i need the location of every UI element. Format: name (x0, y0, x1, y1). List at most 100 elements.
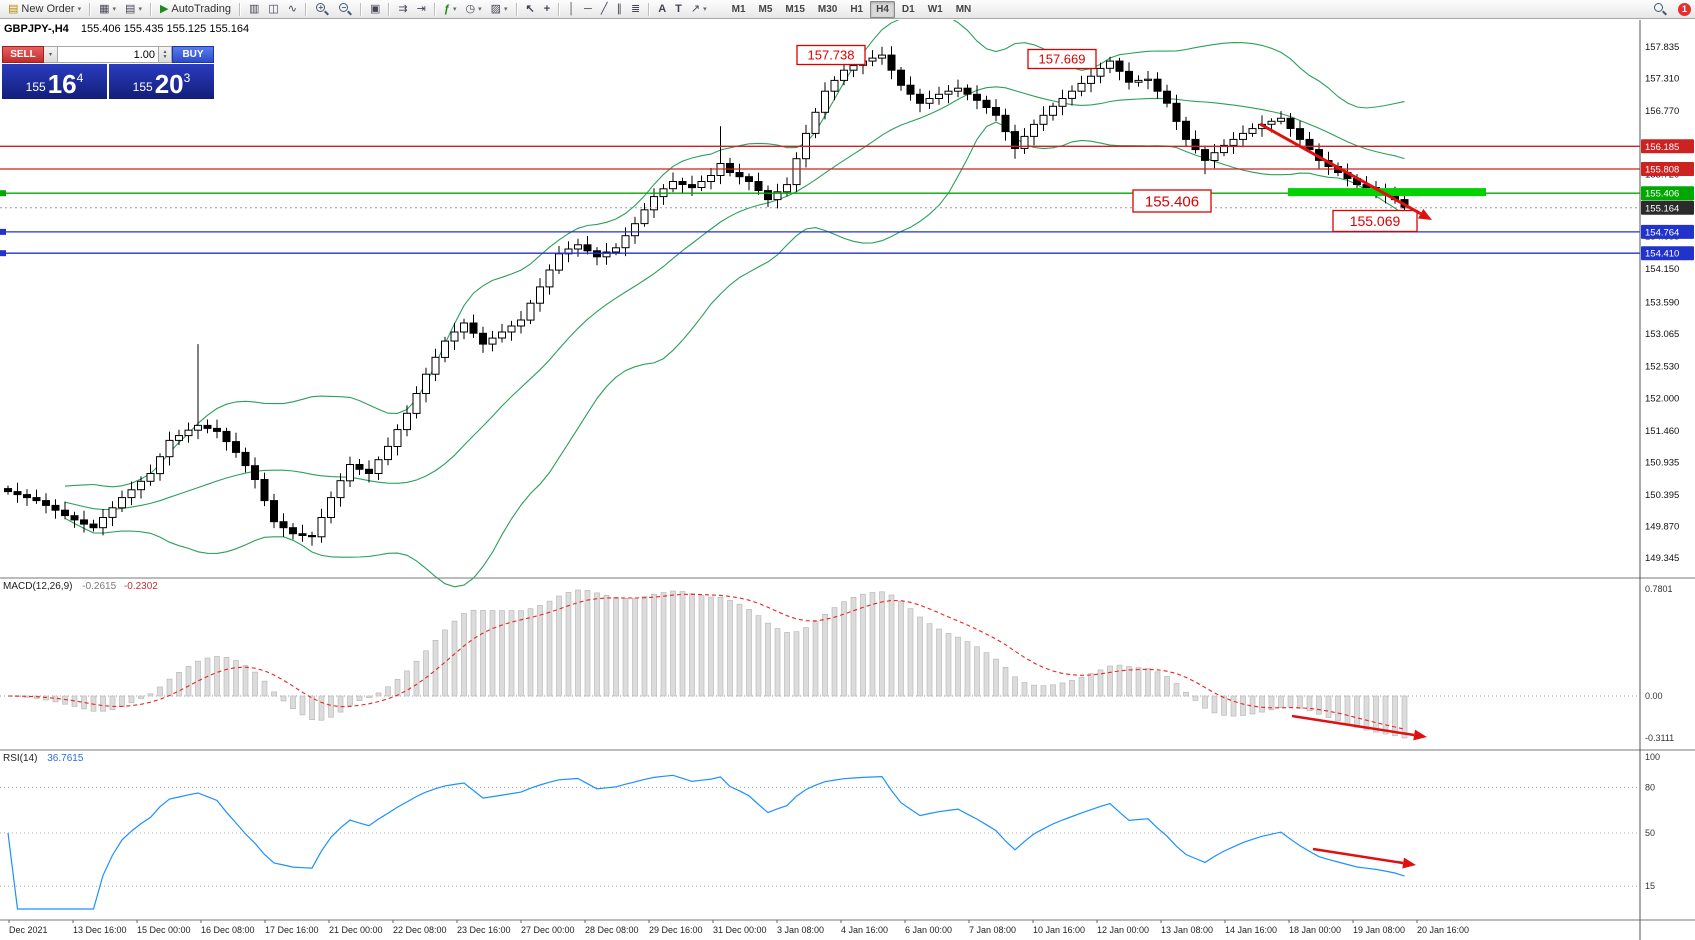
fibonacci-button[interactable]: ≣ (627, 0, 644, 18)
vertical-line-button[interactable]: │ (564, 0, 579, 18)
svg-text:154.764: 154.764 (1645, 227, 1679, 238)
text-label-button[interactable]: T (671, 0, 686, 18)
horizontal-lines (0, 145, 1640, 257)
autotrading-label: AutoTrading (171, 3, 231, 15)
new-order-icon: ▤ (8, 2, 19, 15)
timeframe-m1[interactable]: M1 (731, 3, 746, 15)
search-button[interactable] (1649, 0, 1671, 18)
svg-text:154.150: 154.150 (1645, 264, 1679, 275)
svg-text:156.770: 156.770 (1645, 106, 1679, 117)
profiles-button[interactable]: ▤ ▾ (121, 0, 146, 18)
volume-dropdown[interactable]: ▾ (44, 46, 58, 63)
svg-text:21 Dec 00:00: 21 Dec 00:00 (329, 925, 383, 935)
svg-text:149.870: 149.870 (1645, 522, 1679, 533)
sell-price-pip: 4 (76, 71, 84, 85)
ohlc-values: 155.406 155.435 155.125 155.164 (80, 23, 250, 35)
vertical-line-icon: │ (568, 2, 576, 15)
timeframe-m30[interactable]: M30 (817, 3, 838, 15)
macd-indicator-label: MACD(12,26,9) -0.2615 -0.2302 (3, 581, 158, 592)
svg-text:20 Jan 16:00: 20 Jan 16:00 (1417, 925, 1469, 935)
candlestick-icon: ◫ (268, 2, 279, 15)
text-button[interactable]: A (654, 0, 670, 18)
time-axis[interactable]: Dec 2021 13 Dec 16:00 15 Dec 00:00 16 Dec 0… (8, 920, 1469, 935)
horizontal-line-button[interactable]: ─ (580, 0, 596, 18)
chart-shift-button[interactable]: ⇥ (413, 0, 430, 18)
svg-text:157.310: 157.310 (1645, 74, 1679, 85)
timeframe-m5[interactable]: M5 (758, 3, 773, 15)
svg-text:4 Jan 16:00: 4 Jan 16:00 (841, 925, 888, 935)
volume-stepper[interactable]: ▲ ▼ (159, 46, 172, 63)
price-annotations: 157.738 157.669 155.406 155.069 (796, 44, 1418, 233)
chevron-down-icon: ▾ (703, 6, 707, 13)
chevron-down-icon: ▾ (77, 6, 82, 13)
search-icon (1653, 2, 1667, 16)
sell-price-box[interactable]: 155 16 4 (2, 64, 107, 99)
autotrading-button[interactable]: ▶ AutoTrading (156, 0, 235, 18)
indicators-icon: ƒ (443, 2, 450, 15)
crosshair-button[interactable]: + (540, 0, 554, 18)
price-axis[interactable]: 157.835157.310156.770155.720154.685154.1… (1641, 42, 1694, 564)
svg-text:19 Jan 08:00: 19 Jan 08:00 (1353, 925, 1405, 935)
zoom-in-icon: + (315, 2, 329, 16)
svg-text:12 Jan 00:00: 12 Jan 00:00 (1097, 925, 1149, 935)
spin-up-icon: ▲ (162, 48, 168, 55)
svg-text:50: 50 (1645, 828, 1655, 838)
volume-input[interactable]: 1.00 (58, 46, 159, 63)
svg-text:150.395: 150.395 (1645, 490, 1679, 501)
svg-text:3 Jan 08:00: 3 Jan 08:00 (777, 925, 824, 935)
svg-text:156.185: 156.185 (1645, 142, 1679, 153)
zoom-in-button[interactable]: + (311, 0, 333, 18)
new-order-button[interactable]: ▤ New Order ▾ (4, 0, 85, 18)
toolbar: ▤ New Order ▾ ▦ ▾ ▤ ▾ ▶ AutoTrading ▥ ◫ … (0, 0, 1695, 19)
timeframe-h4[interactable]: H4 (870, 0, 895, 18)
separator (89, 2, 92, 16)
chart-area[interactable]: 157.835157.310156.770155.720154.685154.1… (0, 20, 1695, 940)
buy-price-box[interactable]: 155 20 3 (109, 64, 214, 99)
chart-shift-icon: ⇥ (416, 2, 426, 15)
svg-text:100: 100 (1645, 752, 1660, 762)
new-chart-button[interactable]: ▦ ▾ (95, 0, 120, 18)
trendline-icon: ╱ (600, 2, 608, 15)
svg-text:157.835: 157.835 (1645, 42, 1679, 53)
sell-price-big: 16 (47, 69, 77, 99)
svg-text:151.460: 151.460 (1645, 426, 1679, 437)
svg-text:10 Jan 16:00: 10 Jan 16:00 (1033, 925, 1085, 935)
buy-price-pip: 3 (183, 71, 191, 85)
separator (238, 2, 241, 16)
svg-text:22 Dec 08:00: 22 Dec 08:00 (393, 925, 447, 935)
cursor-button[interactable]: ↖ (522, 0, 539, 18)
svg-text:13 Dec 16:00: 13 Dec 16:00 (73, 925, 127, 935)
indicators-button[interactable]: ƒ ▾ (440, 0, 461, 18)
new-chart-icon: ▦ (99, 2, 110, 15)
buy-button[interactable]: BUY (172, 46, 214, 63)
line-chart-button[interactable]: ∿ (284, 0, 301, 18)
timeframe-mn[interactable]: MN (955, 3, 972, 15)
arrows-tool-button[interactable]: ↗ ▾ (687, 0, 711, 18)
rsi-indicator-label: RSI(14) 36.7615 (3, 753, 83, 764)
timeframe-h1[interactable]: H1 (850, 3, 864, 15)
fibonacci-icon: ≣ (630, 2, 641, 15)
buy-price-prefix: 155 (132, 80, 153, 94)
auto-scroll-button[interactable]: ⇉ (394, 0, 411, 18)
notification-badge[interactable]: 1 (1678, 2, 1691, 16)
tile-windows-button[interactable]: ▣ (366, 0, 384, 18)
trendline-button[interactable]: ╱ (597, 0, 612, 18)
chevron-down-icon: ▾ (452, 6, 457, 13)
templates-button[interactable]: ▨ ▾ (487, 0, 512, 18)
separator (433, 2, 436, 16)
separator (515, 2, 518, 16)
bar-chart-button[interactable]: ▥ (245, 0, 263, 18)
sell-button[interactable]: SELL (2, 46, 44, 63)
periods-button[interactable]: ◷ ▾ (461, 0, 485, 18)
svg-text:0.7801: 0.7801 (1645, 584, 1673, 594)
zoom-out-button[interactable]: − (334, 0, 356, 18)
candlestick-button[interactable]: ◫ (264, 0, 282, 18)
svg-text:157.669: 157.669 (1039, 52, 1086, 67)
timeframe-d1[interactable]: D1 (901, 3, 915, 15)
rsi-panel: 100 80 50 15 (0, 752, 1660, 910)
timeframe-w1[interactable]: W1 (927, 3, 943, 15)
svg-text:152.530: 152.530 (1645, 361, 1679, 372)
timeframe-m15[interactable]: M15 (785, 3, 805, 15)
channel-button[interactable]: ∥ (612, 0, 626, 18)
chevron-down-icon: ▾ (504, 6, 508, 13)
